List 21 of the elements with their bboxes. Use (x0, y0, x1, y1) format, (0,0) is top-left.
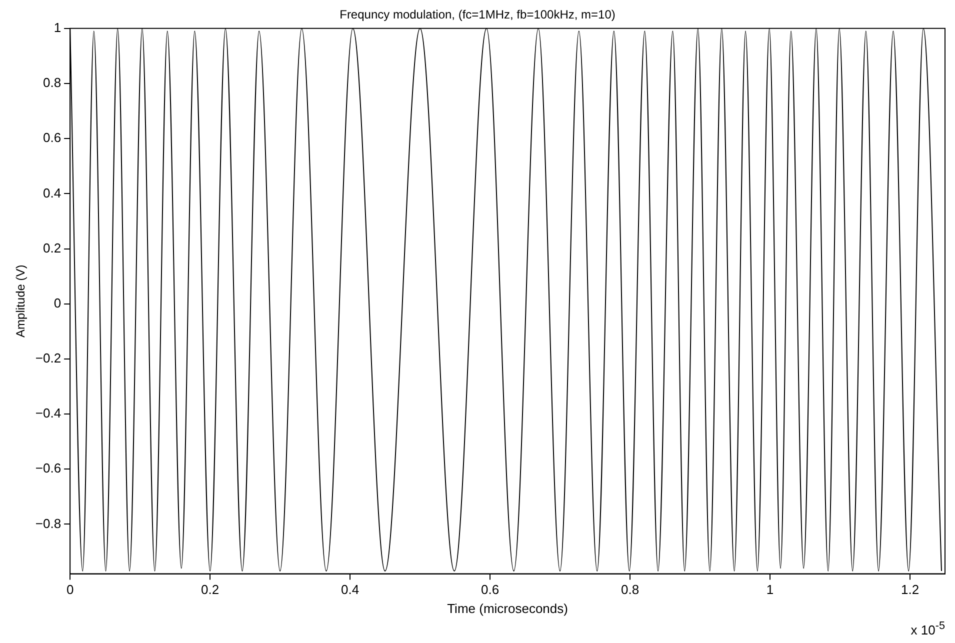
y-tick-label: 1 (54, 20, 62, 35)
y-axis-title: Amplitude (V) (14, 264, 28, 338)
chart-title: Frequncy modulation, (fc=1MHz, fb=100kHz, m=10) (340, 8, 616, 22)
x-tick-label: 1.2 (900, 582, 920, 598)
x-tick-label: 0.4 (341, 582, 360, 598)
x-tick-label: 1 (766, 582, 774, 598)
y-tick-label: 0.8 (42, 75, 62, 90)
y-tick-label: 0.2 (42, 240, 62, 256)
y-tick-label: −0.8 (35, 516, 62, 531)
x-tick-label: 0.8 (620, 582, 640, 598)
y-tick-label: −0.6 (35, 460, 62, 476)
y-tick-label: 0 (54, 295, 62, 310)
x-tick-label: 0.2 (201, 582, 220, 598)
y-tick-label: −0.2 (35, 350, 62, 366)
y-tick-label: −0.4 (35, 406, 62, 421)
x-axis-title: Time (microseconds) (447, 600, 568, 616)
y-tick-label: 0.6 (42, 130, 62, 146)
x-tick-label: 0 (66, 582, 74, 598)
text: x 10$^{-5}$ (910, 620, 945, 637)
x-tick-label: 0.6 (480, 582, 500, 598)
y-tick-label: 0.4 (42, 185, 62, 200)
